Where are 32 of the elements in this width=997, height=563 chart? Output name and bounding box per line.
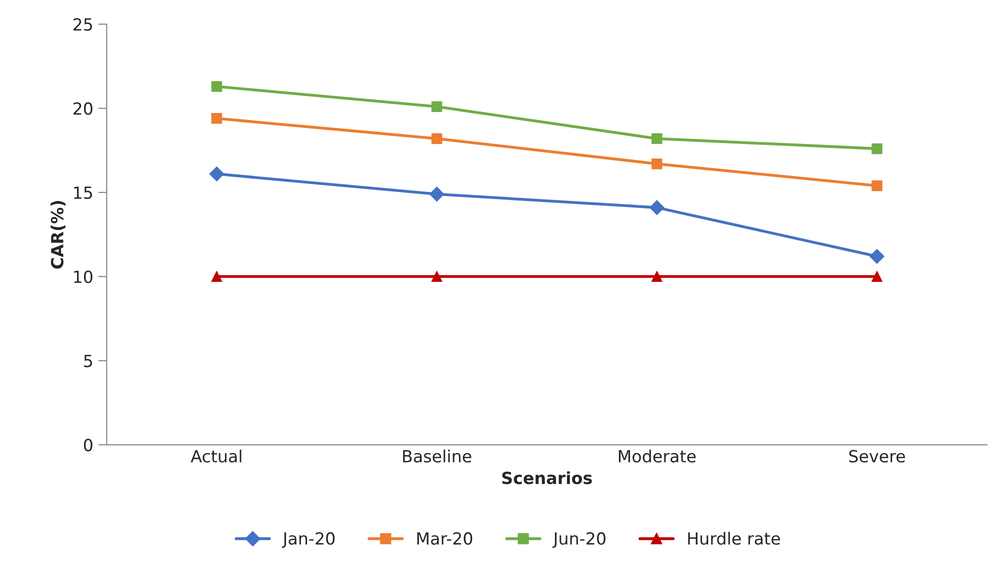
point	[870, 248, 884, 264]
x-tick-label: Baseline	[403, 450, 472, 463]
point	[650, 200, 664, 215]
point	[652, 133, 662, 144]
point	[431, 271, 442, 282]
x-tick-label: Severe	[849, 450, 905, 463]
legend-label: Jan-20	[282, 532, 335, 548]
y-tick-label: 20	[74, 102, 92, 115]
point	[211, 81, 222, 92]
point	[652, 271, 662, 282]
y-tick-label: 5	[84, 354, 92, 368]
point	[209, 166, 224, 182]
point	[872, 180, 882, 192]
y-tick-label: 10	[74, 270, 92, 284]
y-tick-label: 25	[74, 18, 92, 31]
y-tick-label: 0	[84, 438, 92, 452]
legend-label: Mar-20	[417, 532, 472, 545]
x-tick-label: Actual	[190, 450, 242, 463]
point	[431, 101, 442, 112]
legend-label: Jun-20	[552, 532, 606, 548]
point	[872, 271, 882, 282]
point	[652, 158, 662, 170]
point	[211, 271, 222, 282]
point	[429, 186, 444, 202]
x-axis-title: Scenarios	[502, 471, 592, 484]
point	[872, 143, 882, 154]
y-tick-label: 15	[74, 186, 92, 199]
point	[431, 133, 442, 144]
y-axis-title: CAR(%)	[50, 200, 66, 269]
x-tick-label: Moderate	[618, 450, 696, 463]
legend-label: Hurdle rate	[688, 532, 780, 545]
point	[211, 113, 222, 124]
